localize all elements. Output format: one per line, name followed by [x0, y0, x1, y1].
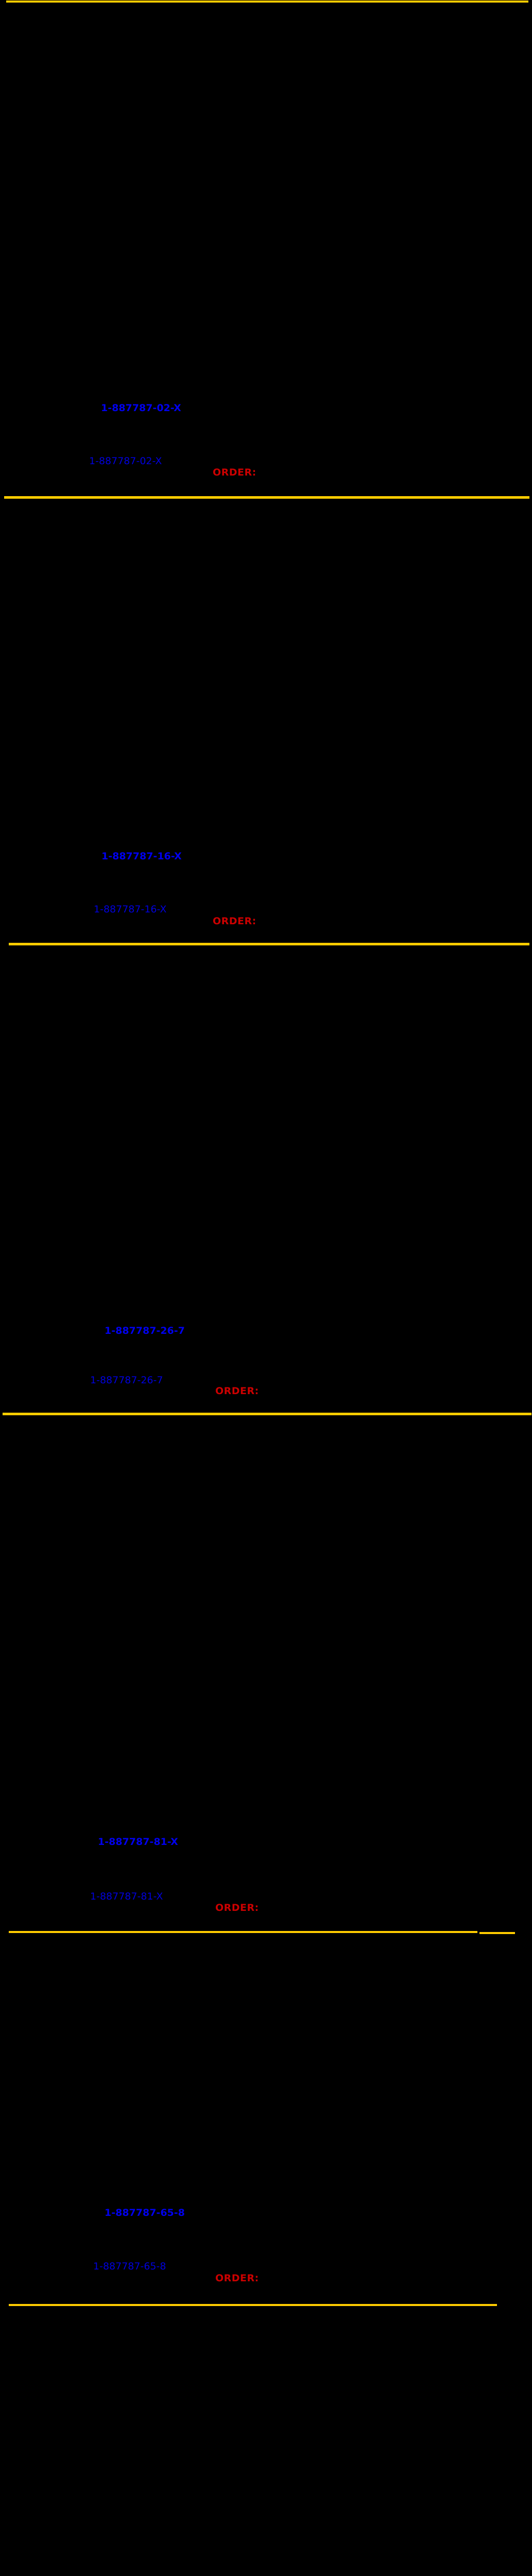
top-rule	[6, 1, 528, 3]
isbn-text: 1-887787-26-7	[105, 1325, 185, 1336]
order-label: ORDER:	[215, 1385, 259, 1397]
isbn-link[interactable]: 1-887787-26-7	[90, 1375, 163, 1386]
isbn-text: 1-887787-65-8	[105, 2207, 185, 2218]
order-label: ORDER:	[213, 916, 256, 927]
section-divider-4	[9, 1931, 477, 1933]
isbn-text: 1-887787-16-X	[101, 851, 182, 862]
isbn-text: 1-887787-02-X	[101, 402, 181, 414]
section-divider-3	[3, 1413, 531, 1415]
section-divider-4b	[479, 1932, 515, 1934]
section-divider-1	[4, 496, 529, 499]
isbn-link[interactable]: 1-887787-81-X	[90, 1891, 163, 1902]
section-divider-5	[9, 2304, 497, 2306]
isbn-link[interactable]: 1-887787-02-X	[89, 455, 162, 467]
isbn-link[interactable]: 1-887787-65-8	[93, 2261, 166, 2272]
isbn-text: 1-887787-81-X	[98, 1836, 178, 1848]
order-label: ORDER:	[213, 467, 256, 478]
order-label: ORDER:	[215, 1902, 259, 1913]
isbn-link[interactable]: 1-887787-16-X	[94, 904, 167, 915]
section-divider-2	[9, 943, 529, 945]
order-label: ORDER:	[215, 2273, 259, 2284]
